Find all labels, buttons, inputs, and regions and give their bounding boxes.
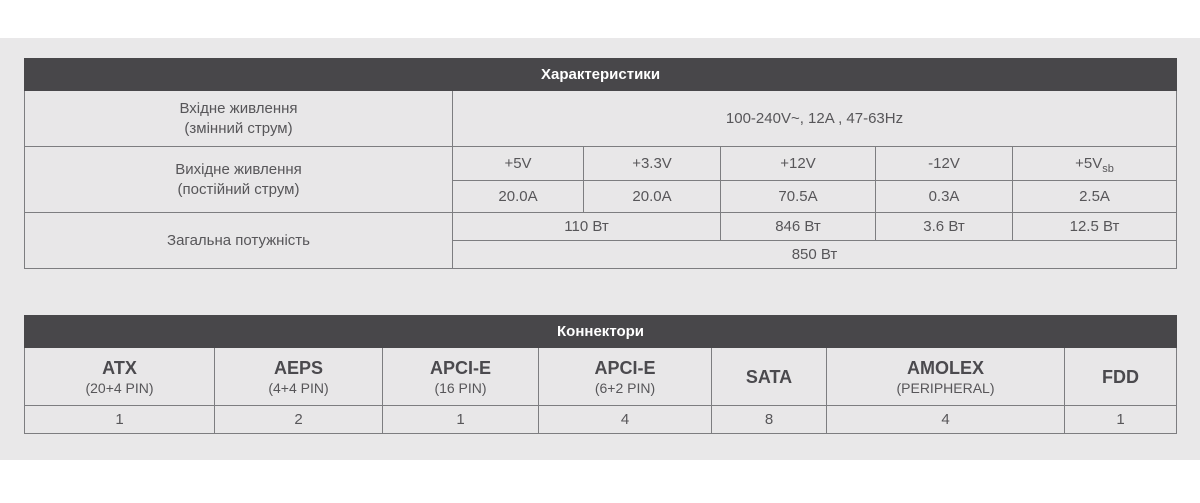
rail-name: -12V: [928, 155, 960, 172]
spec-table-title: Характеристики: [23, 58, 1178, 91]
rail-current-cell: 70.5A: [720, 180, 876, 213]
total-power-values-row: Загальна потужність 110 Вт 846 Вт 3.6 Вт…: [24, 212, 1178, 269]
total-power-value-cell: 3.6 Вт: [875, 212, 1013, 241]
connector-count-cell: 2: [214, 405, 383, 434]
connectors-table-title: Коннектори: [23, 315, 1178, 348]
rail-name-cell: +5Vsb: [1011, 146, 1178, 181]
connector-count-cell: 1: [24, 405, 215, 434]
connector-name: APCI-E: [429, 357, 491, 378]
rail-current-cell: 0.3A: [875, 180, 1013, 213]
connectors-table: Коннектори ATX (20+4 PIN) AEPS (4+4 PIN)…: [23, 315, 1178, 434]
output-power-label-line1: Вихідне живлення: [175, 160, 302, 178]
connector-name-cell: APCI-E (6+2 PIN): [538, 347, 712, 406]
rail-name: +5V: [504, 155, 532, 172]
connector-name: AMOLEX: [906, 357, 984, 378]
rail-current-cell: 2.5A: [1011, 180, 1178, 213]
rail-name-cell: +5V: [452, 146, 584, 181]
rail-currents-row: 20.0A 20.0A 70.5A 0.3A 2.5A: [25, 180, 1178, 213]
total-power-value-cell: 110 Вт: [452, 212, 721, 241]
rail-name-cell: +3.3V: [583, 146, 721, 181]
rail-current-cell: 20.0A: [452, 180, 584, 213]
connector-names-row: ATX (20+4 PIN) AEPS (4+4 PIN) APCI-E (16…: [24, 347, 1178, 406]
rail-name: +3.3V: [632, 155, 672, 172]
connector-name: APCI-E: [594, 357, 656, 378]
spec-header-row: Характеристики: [23, 58, 1178, 91]
connector-name-cell: APCI-E (16 PIN): [382, 347, 539, 406]
input-power-row: Вхідне живлення (змінний струм) 100-240V…: [24, 90, 1178, 147]
connector-count-cell: 1: [382, 405, 539, 434]
output-power-label-line2: (постійний струм): [177, 180, 300, 198]
connector-detail: (4+4 PIN): [268, 379, 329, 396]
connector-name-cell: FDD: [1063, 347, 1178, 406]
rail-subscript: sb: [1102, 163, 1114, 175]
connector-detail: (6+2 PIN): [594, 379, 656, 396]
connector-detail: (20+4 PIN): [85, 379, 154, 396]
rail-names-row: Вихідне живлення (постійний струм) +5V +…: [24, 146, 1178, 213]
total-power-label: Загальна потужність: [24, 212, 453, 269]
specifications-table: Характеристики Вхідне живлення (змінний …: [23, 58, 1178, 269]
input-power-label-line2: (змінний струм): [184, 119, 293, 137]
connector-count-cell: 4: [538, 405, 712, 434]
connector-name: ATX: [102, 357, 137, 378]
input-power-label-line1: Вхідне живлення: [179, 99, 298, 117]
output-power-label: Вихідне живлення (постійний струм): [24, 146, 453, 213]
input-power-label: Вхідне живлення (змінний струм): [24, 90, 453, 147]
connector-name-cell: AEPS (4+4 PIN): [214, 347, 383, 406]
connector-name-cell: AMOLEX (PERIPHERAL): [826, 347, 1065, 406]
rail-name-cell: -12V: [875, 146, 1013, 181]
total-power-sum: 850 Вт: [451, 240, 1178, 269]
connector-name-cell: SATA: [711, 347, 827, 406]
connector-name: SATA: [745, 366, 793, 387]
rail-current-cell: 20.0A: [583, 180, 721, 213]
connector-counts-row: 1 2 1 4 8 4 1: [24, 405, 1178, 434]
connector-count-cell: 8: [711, 405, 827, 434]
total-power-value-cell: 846 Вт: [720, 212, 876, 241]
connector-name-cell: ATX (20+4 PIN): [24, 347, 215, 406]
connectors-header-row: Коннектори: [23, 315, 1178, 348]
total-power-sum-row: 850 Вт: [25, 240, 1178, 269]
connector-detail: (16 PIN): [434, 379, 487, 396]
connector-count-cell: 1: [1063, 405, 1178, 434]
rail-name: +12V: [780, 155, 816, 172]
input-power-value: 100-240V~, 12A , 47-63Hz: [451, 90, 1178, 147]
connector-name: AEPS: [273, 357, 324, 378]
connector-detail: (PERIPHERAL): [896, 379, 995, 396]
connector-count-cell: 4: [826, 405, 1065, 434]
rail-name-cell: +12V: [720, 146, 876, 181]
rail-name: +5V: [1075, 155, 1103, 172]
connector-name: FDD: [1102, 366, 1140, 387]
total-power-value-cell: 12.5 Вт: [1011, 212, 1178, 241]
